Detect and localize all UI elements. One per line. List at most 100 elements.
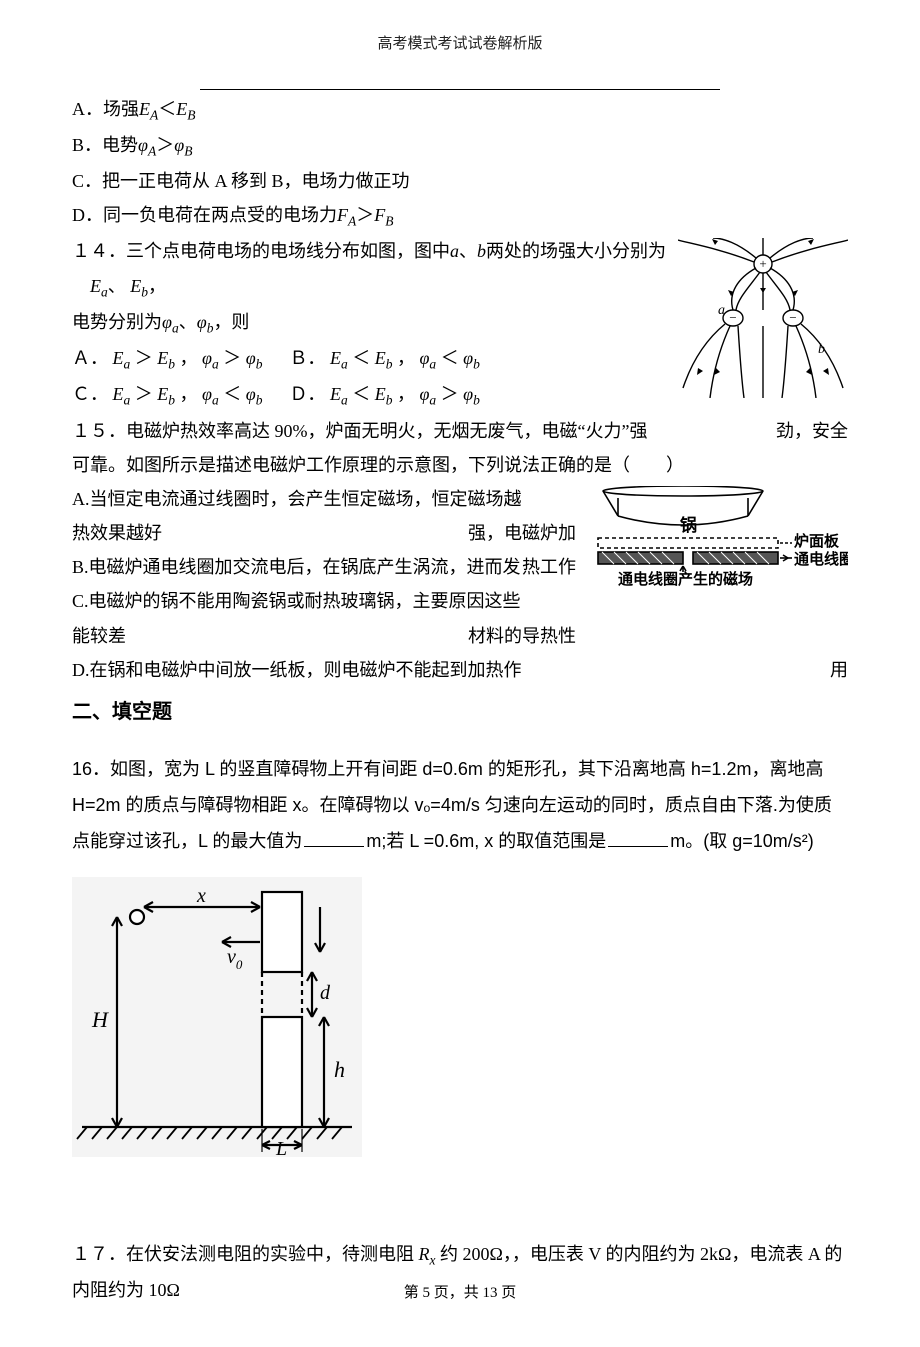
q13-B-pl: φ (138, 135, 148, 155)
q13-A-rel: ＜ (158, 99, 176, 119)
q14B-pa: φ (419, 348, 429, 368)
q14-Eb: E (130, 276, 141, 296)
q14A-Eb: E (157, 348, 168, 368)
q15-stem-l1: １５．电磁炉热效率高达 90%，炉面无明火，无烟无废气，电磁“火力”强 劲，安全 (72, 414, 848, 448)
q14: + − − a b １４．三个点电荷电场的电场线分布如图，图中a、b两处的场强大… (72, 234, 848, 413)
q14B-pb: φ (463, 348, 473, 368)
q16: 16．如图，宽为 L 的竖直障碍物上开有间距 d=0.6m 的矩形孔，其下沿离地… (72, 751, 848, 1168)
point-b-label: b (818, 342, 825, 357)
q14-Ea: E (90, 276, 101, 296)
q15-D-l: D.在锅和电磁炉中间放一纸板，则电磁炉不能起到加热作 (72, 660, 522, 680)
q14B-lt: ＜ (352, 348, 370, 368)
fig-v0: v (227, 946, 236, 968)
q13-D-Fr: F (374, 205, 385, 225)
q14-pb: φ (197, 312, 207, 332)
fig-panel-label: 炉面板 (794, 532, 840, 550)
svg-text:v0: v0 (227, 946, 243, 972)
q15-B-r: 热工作 (522, 550, 576, 584)
q14-pause3: 、 (179, 312, 197, 332)
q14B-sep: ， (397, 348, 415, 368)
q14D-pb-s: b (473, 393, 480, 408)
q14A-sep: ， (180, 348, 198, 368)
q16-figure: H x v0 d h L (72, 877, 362, 1157)
q14D-pa-s: a (429, 393, 436, 408)
q15-D: D.在锅和电磁炉中间放一纸板，则电磁炉不能起到加热作 用 (72, 653, 848, 687)
footer-prefix: 第 (404, 1285, 419, 1301)
q14A-Eb-s: b (168, 357, 175, 372)
q14A-pb: φ (246, 348, 256, 368)
q14-A-pre: Ａ． (72, 348, 108, 368)
q16-tail: m。(取 g=10m/s²) (670, 831, 814, 851)
q15-stem-l2: 可靠。如图所示是描述电磁炉工作原理的示意图，下列说法正确的是（ ） (72, 448, 848, 482)
q14C-Eb-s: b (168, 393, 175, 408)
q14-stem-p3: 电势分别为 (72, 312, 162, 332)
q14D-pa: φ (419, 384, 429, 404)
q13-A-El-sub: A (150, 107, 158, 122)
q14A-gt: ＞ (135, 348, 153, 368)
page-footer: 第 5 页，共 13 页 (72, 1279, 848, 1308)
q14-Ea-s: a (101, 284, 108, 299)
q13-B-label: B．电势 (72, 135, 138, 155)
section-2-heading: 二、填空题 (72, 693, 848, 731)
footer-total: 13 (483, 1285, 498, 1301)
q17-a: １７．在伏安法测电阻的实验中，待测电阻 (72, 1244, 414, 1264)
q13-D-rel: ＞ (356, 205, 374, 225)
q14-stem-p2: 两处的场强大小分别为 (486, 241, 666, 261)
q13-B: B．电势φA＞φB (72, 128, 848, 164)
q14C-Ea: E (113, 384, 124, 404)
q13-B-pr-sub: B (184, 143, 192, 158)
q14-comma1: ， (148, 276, 166, 296)
q13-A-Er-sub: B (187, 107, 195, 122)
q13-A-Er: E (176, 99, 187, 119)
q15-B-l: B.电磁炉通电线圈加交流电后，在锅底产生涡流，进而发 (72, 557, 521, 577)
point-a-label: a (718, 303, 725, 318)
q14D-Ea-s: a (341, 393, 348, 408)
q15-l1a: １５．电磁炉热效率高达 90%，炉面无明火，无烟无废气，电磁“火力”强 (72, 421, 647, 441)
fig-v0s: 0 (236, 957, 243, 972)
q16-mid: m;若 L =0.6m, x 的取值范围是 (366, 831, 606, 851)
q14-a: a (450, 241, 459, 261)
q13-A-El: E (139, 99, 150, 119)
q13-D-Fl-sub: A (348, 214, 356, 229)
charge-plus-label: + (759, 256, 766, 271)
q14B-Eb: E (375, 348, 386, 368)
q14C-pa: φ (202, 384, 212, 404)
q13-D-Fl: F (337, 205, 348, 225)
footer-mid: 页，共 (434, 1285, 479, 1301)
q16-blank-1 (304, 826, 364, 847)
q14A-pa-s: a (212, 357, 219, 372)
charge-minus-r: − (789, 310, 796, 325)
q14D-pb: φ (463, 384, 473, 404)
q14-C-pre: Ｃ． (72, 384, 108, 404)
q14-stem-p1: １４．三个点电荷电场的电场线分布如图，图中 (72, 241, 450, 261)
q14-tail: ，则 (213, 312, 249, 332)
q15-C-r: 材料的导热性 (468, 619, 576, 653)
q14D-Ea: E (330, 384, 341, 404)
q13-B-pl-sub: A (148, 143, 156, 158)
q13-D-label: D．同一负电荷在两点受的电场力 (72, 205, 337, 225)
q16-blank-2 (608, 826, 668, 847)
q14-pa-s: a (172, 320, 179, 335)
q14B-pb-s: b (473, 357, 480, 372)
q14A-Ea-s: a (124, 357, 131, 372)
q14C-Eb: E (157, 384, 168, 404)
q15-C-l: C.电磁炉的锅不能用陶瓷锅或耐热玻璃锅，主要原因这些 (72, 591, 521, 611)
fig-L: L (275, 1138, 287, 1157)
fig-caption: 通电线圈产生的磁场 (618, 570, 753, 588)
footer-cur: 5 (422, 1285, 430, 1301)
fig-x: x (196, 885, 206, 907)
field-lines-figure: + − − a b (678, 238, 848, 398)
header-text: 高考模式考试试卷解析版 (72, 30, 848, 61)
q14D-gt: ＞ (441, 384, 459, 404)
q17-Rx-s: x (430, 1252, 436, 1267)
q15-D-r: 用 (830, 653, 848, 687)
q15-A-l: A.当恒定电流通过线圈时，会产生恒定磁场，恒定磁场越 (72, 489, 522, 509)
q14D-Eb: E (375, 384, 386, 404)
q13-B-rel: ＞ (156, 135, 174, 155)
q14C-sep: ， (180, 384, 198, 404)
q14B-Ea-s: a (341, 357, 348, 372)
q13-options: A．场强EA＜EB B．电势φA＞φB C．把一正电荷从 A 移到 B，电场力做… (72, 92, 848, 235)
q14B-Ea: E (330, 348, 341, 368)
q14-b: b (477, 241, 486, 261)
footer-suffix: 页 (501, 1285, 516, 1301)
